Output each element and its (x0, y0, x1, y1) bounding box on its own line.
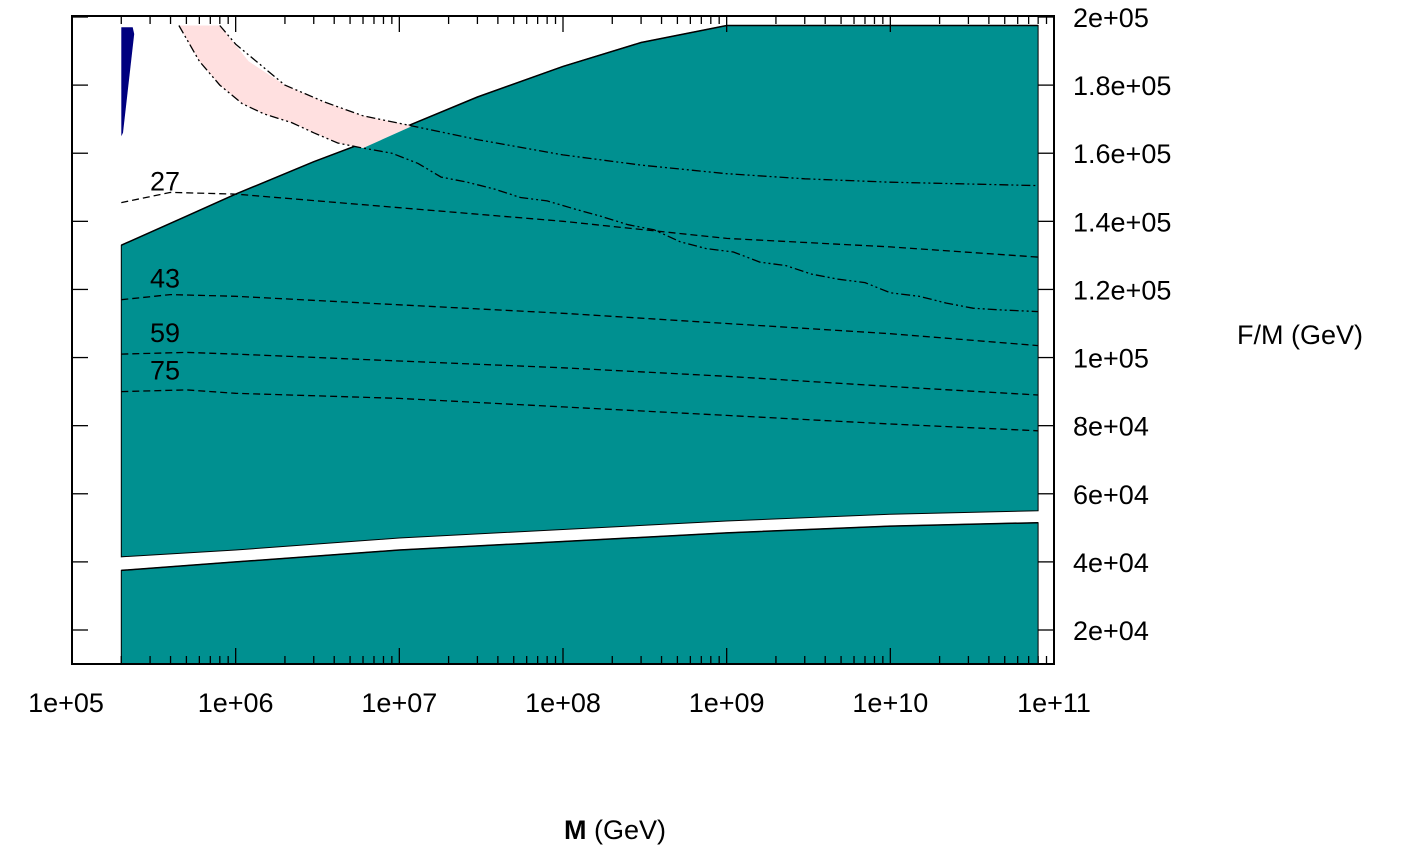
x-axis-title-symbol: M (564, 815, 587, 845)
contour-label-75: 75 (150, 356, 180, 386)
x-tick-label: 1e+09 (689, 688, 765, 718)
x-tick-label: 1e+08 (525, 688, 601, 718)
y-tick-label: 1.6e+05 (1073, 139, 1171, 169)
y-tick-label: 2e+04 (1073, 616, 1149, 646)
x-tick-label: 1e+07 (361, 688, 437, 718)
contour-label-59: 59 (150, 318, 180, 348)
line-contour_43 (121, 293, 1039, 347)
x-axis-title: M (GeV) (564, 815, 666, 845)
x-tick-label: 1e+06 (198, 688, 274, 718)
y-tick-label: 2e+05 (1073, 3, 1149, 33)
x-tick-label: 1e+05 (28, 688, 104, 718)
y-tick-label: 6e+04 (1073, 480, 1149, 510)
y-tick-label: 1.2e+05 (1073, 275, 1171, 305)
y-tick-label: 1e+05 (1073, 344, 1149, 374)
line-contour_59 (121, 351, 1039, 396)
line-contour_75 (121, 389, 1039, 432)
y-axis-title: F/M (GeV) (1237, 320, 1363, 350)
shaded-regions (120, 24, 1039, 665)
y-tick-label: 4e+04 (1073, 548, 1149, 578)
x-tick-label: 1e+11 (1017, 688, 1091, 718)
region-edge-upper_teal (120, 24, 1039, 246)
contour-label-43: 43 (150, 264, 180, 294)
region-blue_sliver (121, 27, 135, 137)
region-pink_band (178, 25, 413, 149)
x-axis-ticks: 1e+05 1e+06 1e+07 1e+08 1e+09 1e+10 1e+11 (28, 16, 1091, 718)
x-tick-label: 1e+10 (852, 688, 928, 718)
line-dashdot_upper (219, 25, 1039, 187)
line-dashdot_stepped (178, 25, 1039, 313)
contour-labels: 27 43 59 75 (150, 167, 180, 386)
region-edge-lower_teal (121, 521, 1039, 572)
y-axis-ticks: 2e+04 4e+04 6e+04 8e+04 1e+05 1.2e+05 1.4e+05 1… (72, 3, 1171, 646)
y-tick-label: 1.8e+05 (1073, 71, 1171, 101)
plot-area: 1e+05 1e+06 1e+07 1e+08 1e+09 1e+10 1e+11 2e+0… (28, 3, 1171, 718)
x-axis-title-unit: (GeV) (586, 815, 666, 845)
y-tick-label: 1.4e+05 (1073, 207, 1171, 237)
contour-label-27: 27 (150, 167, 180, 197)
line-contour_27 (121, 191, 1039, 258)
curve-series (121, 25, 1039, 432)
y-tick-label: 8e+04 (1073, 412, 1149, 442)
